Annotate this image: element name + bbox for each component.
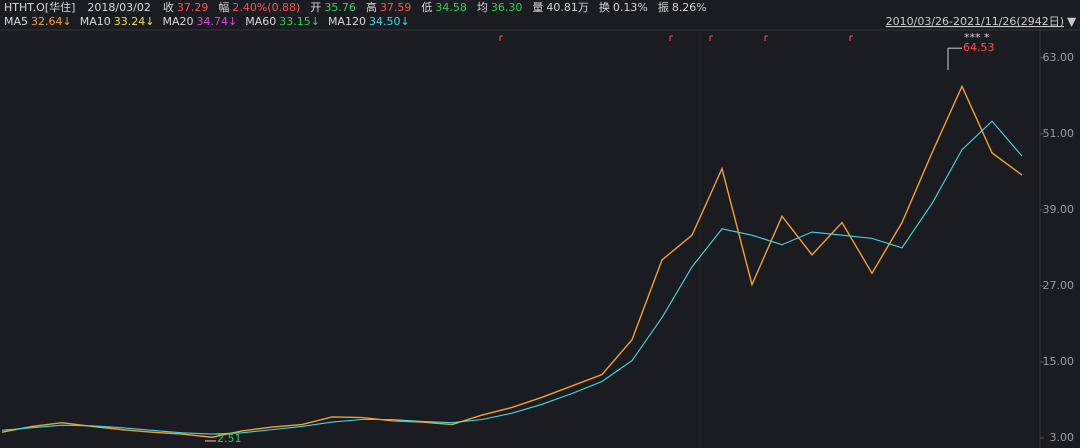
y-tick-label: 39.00 [1043,203,1075,216]
ma-name: MA5 [4,15,28,28]
event-flags [499,35,853,41]
ma-value: 34.50↓ [369,15,410,28]
quote-value: 0.13% [613,1,648,14]
ma-name: MA10 [80,15,111,28]
quote-label: 均 [477,1,488,14]
date-range: 2010/03/26-2021/11/26(2942日) [886,15,1064,28]
y-tick-label: 63.00 [1043,51,1075,64]
price-line [1,120,1023,435]
y-tick-label: 27.00 [1043,279,1075,292]
date: 2018/03/02 [87,1,150,14]
flag [709,35,713,41]
flag [499,35,503,41]
quote-label: 开 [310,1,321,14]
quote-label: 振 [658,0,669,14]
quote-label: 收 [163,0,174,14]
quote-value: 37.29 [177,1,209,14]
quote-value: 34.58 [435,1,467,14]
symbol: HTHT.O[华住] [4,0,75,14]
y-tick-label: 3.00 [1050,431,1075,444]
price-line [1,84,1023,438]
star-marker: * [984,31,990,44]
y-tick-label: 15.00 [1043,355,1075,368]
quote-label: 幅 [218,1,229,14]
ma-name: MA120 [328,15,366,28]
quote-label: 换 [599,0,610,14]
ma-value: 34.74↓ [196,15,237,28]
quote-value: 40.81万 [546,1,589,14]
ma-name: MA60 [245,15,276,28]
quote-value: 8.26% [672,1,707,14]
quote-label: 低 [421,1,432,14]
quote-value: 37.59 [380,1,412,14]
quote-label: 量 [532,1,543,14]
ma-name: MA20 [162,15,193,28]
ma-value: 32.64↓ [31,15,72,28]
flag [764,35,768,41]
quote-value: 35.76 [324,1,356,14]
quote-value: 36.30 [491,1,523,14]
flag [669,35,673,41]
max-label: 64.53 [963,41,995,54]
ma-value: 33.15↓ [279,15,320,28]
quote-label: 高 [366,0,377,14]
quote-value: 2.40%(0.88) [232,1,300,14]
min-label: 2.51 [217,432,242,445]
ma-value: 33.24↓ [114,15,155,28]
star-marker: *** [964,31,981,44]
y-tick-label: 51.00 [1043,127,1075,140]
flag [849,35,853,41]
dropdown-icon[interactable]: ▼ [1067,15,1077,29]
